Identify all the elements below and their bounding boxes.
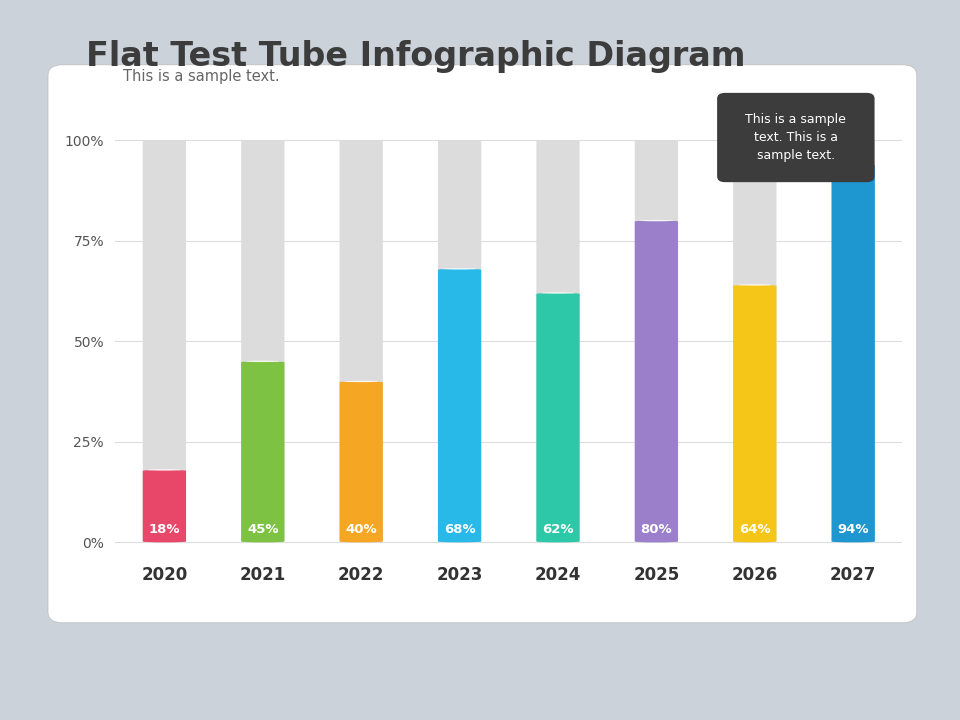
FancyBboxPatch shape [143,470,186,542]
Circle shape [148,469,181,471]
Text: 94%: 94% [837,523,869,536]
FancyBboxPatch shape [733,285,777,542]
FancyBboxPatch shape [438,269,481,542]
FancyBboxPatch shape [241,140,284,542]
Text: 18%: 18% [149,523,180,536]
Circle shape [639,220,673,221]
Text: 64%: 64% [739,523,771,536]
Text: This is a sample text.: This is a sample text. [123,69,279,84]
Text: 80%: 80% [640,523,672,536]
Text: 40%: 40% [346,523,377,536]
Text: 68%: 68% [444,523,475,536]
Circle shape [443,268,476,269]
Circle shape [541,292,575,294]
FancyBboxPatch shape [143,140,186,542]
FancyBboxPatch shape [635,220,678,542]
FancyBboxPatch shape [831,140,875,542]
FancyBboxPatch shape [733,140,777,542]
FancyBboxPatch shape [635,140,678,542]
Circle shape [345,381,378,382]
FancyBboxPatch shape [340,140,383,542]
Circle shape [246,361,279,362]
FancyBboxPatch shape [537,140,580,542]
FancyBboxPatch shape [438,140,481,542]
FancyBboxPatch shape [831,164,875,542]
Text: Flat Test Tube Infographic Diagram: Flat Test Tube Infographic Diagram [86,40,746,73]
Text: 45%: 45% [247,523,278,536]
FancyBboxPatch shape [241,361,284,542]
FancyBboxPatch shape [340,382,383,542]
Circle shape [738,284,772,286]
FancyBboxPatch shape [537,293,580,542]
Text: This is a sample
text. This is a
sample text.: This is a sample text. This is a sample … [745,113,847,162]
Circle shape [836,163,870,165]
Text: 62%: 62% [542,523,574,536]
